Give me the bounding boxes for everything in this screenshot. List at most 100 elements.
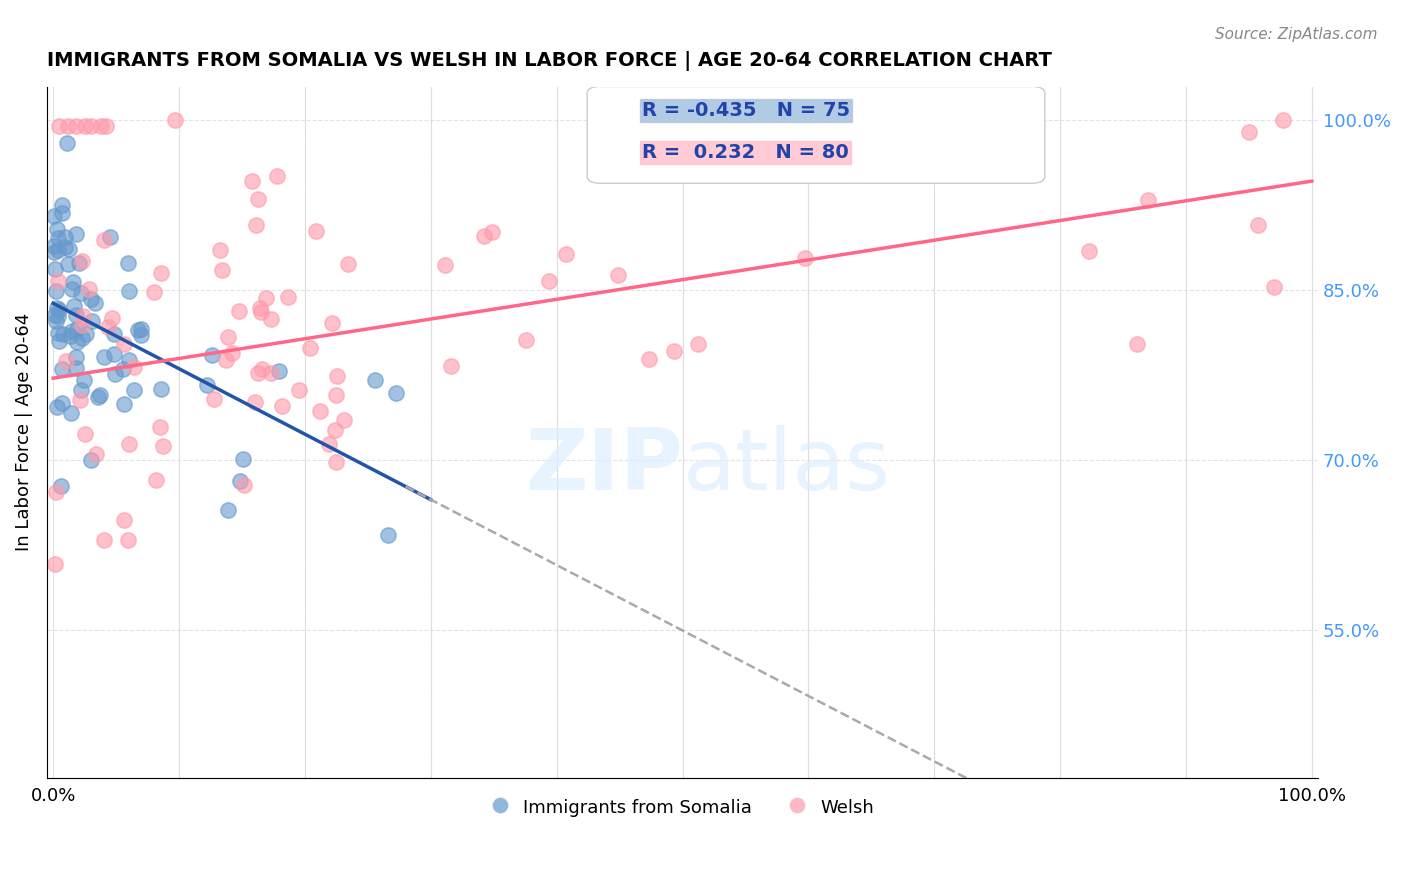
Somalia — [377, 528, 399, 542]
Somalia — [51, 198, 73, 212]
Welsh — [336, 257, 359, 271]
Welsh — [152, 439, 174, 453]
Text: atlas: atlas — [682, 425, 890, 508]
Somalia — [51, 206, 73, 220]
Welsh — [250, 362, 273, 376]
Welsh — [93, 533, 115, 547]
Welsh — [981, 130, 1004, 145]
Somalia — [65, 350, 87, 364]
Somalia — [195, 378, 218, 392]
Text: R = -0.435   N = 75: R = -0.435 N = 75 — [641, 101, 851, 120]
Somalia — [73, 373, 96, 387]
Welsh — [440, 359, 463, 374]
Somalia — [45, 314, 67, 328]
Welsh — [55, 354, 77, 368]
Welsh — [250, 304, 273, 318]
Welsh — [149, 419, 172, 434]
FancyBboxPatch shape — [588, 87, 1045, 183]
Somalia — [70, 331, 93, 345]
Welsh — [325, 423, 347, 437]
Somalia — [53, 240, 76, 254]
Somalia — [80, 314, 103, 328]
Somalia — [66, 334, 89, 349]
Welsh — [124, 360, 146, 375]
Somalia — [48, 303, 70, 318]
Welsh — [1247, 218, 1270, 232]
Somalia — [48, 334, 70, 348]
Point — [73, 119, 96, 133]
Welsh — [783, 141, 806, 155]
Somalia — [46, 244, 69, 258]
Welsh — [163, 113, 186, 128]
Text: Source: ZipAtlas.com: Source: ZipAtlas.com — [1215, 27, 1378, 42]
Somalia — [46, 400, 69, 414]
Y-axis label: In Labor Force | Age 20-64: In Labor Force | Age 20-64 — [15, 313, 32, 551]
Somalia — [65, 227, 87, 241]
Welsh — [101, 310, 124, 325]
Somalia — [44, 209, 66, 223]
Welsh — [538, 274, 561, 288]
Point — [90, 119, 112, 133]
Welsh — [260, 367, 283, 381]
Somalia — [89, 387, 111, 401]
Welsh — [607, 268, 630, 283]
Somalia — [59, 329, 82, 343]
Somalia — [46, 309, 69, 323]
Welsh — [48, 274, 70, 288]
Somalia — [269, 364, 291, 378]
Somalia — [44, 238, 66, 252]
Welsh — [1126, 337, 1149, 351]
Welsh — [1271, 113, 1294, 128]
Welsh — [270, 399, 292, 413]
Welsh — [86, 447, 108, 461]
Welsh — [72, 310, 94, 324]
Somalia — [80, 452, 103, 467]
Somalia — [75, 326, 97, 341]
Text: R =  0.232   N = 80: R = 0.232 N = 80 — [641, 143, 849, 161]
Somalia — [217, 503, 239, 517]
Welsh — [318, 436, 340, 450]
Welsh — [44, 558, 66, 572]
Somalia — [62, 299, 84, 313]
Welsh — [325, 368, 347, 383]
Somalia — [129, 327, 152, 342]
Somalia — [127, 323, 149, 337]
Welsh — [93, 233, 115, 247]
Somalia — [131, 322, 153, 336]
Somalia — [56, 136, 79, 150]
Somalia — [44, 261, 66, 276]
Welsh — [1077, 244, 1099, 259]
Welsh — [321, 317, 343, 331]
Somalia — [103, 327, 125, 342]
Welsh — [1137, 193, 1160, 207]
Welsh — [233, 478, 256, 492]
Welsh — [848, 165, 870, 179]
Welsh — [217, 329, 239, 343]
Welsh — [45, 484, 67, 499]
Somalia — [60, 325, 83, 339]
Welsh — [662, 343, 685, 358]
Welsh — [794, 251, 817, 265]
Somalia — [46, 222, 69, 236]
Welsh — [277, 290, 299, 304]
Somalia — [228, 474, 250, 488]
Somalia — [46, 326, 69, 341]
Welsh — [246, 367, 269, 381]
Somalia — [117, 353, 139, 368]
Somalia — [232, 451, 254, 466]
Welsh — [472, 229, 495, 244]
Somalia — [46, 301, 69, 315]
Welsh — [242, 174, 264, 188]
Welsh — [325, 455, 347, 469]
Somalia — [103, 347, 125, 361]
Welsh — [1263, 279, 1285, 293]
Welsh — [112, 513, 135, 527]
Somalia — [44, 308, 66, 322]
Somalia — [364, 373, 387, 387]
Welsh — [249, 301, 271, 316]
Welsh — [208, 243, 231, 257]
Somalia — [112, 397, 135, 411]
Welsh — [515, 333, 537, 347]
Welsh — [259, 312, 281, 326]
Somalia — [51, 396, 73, 410]
